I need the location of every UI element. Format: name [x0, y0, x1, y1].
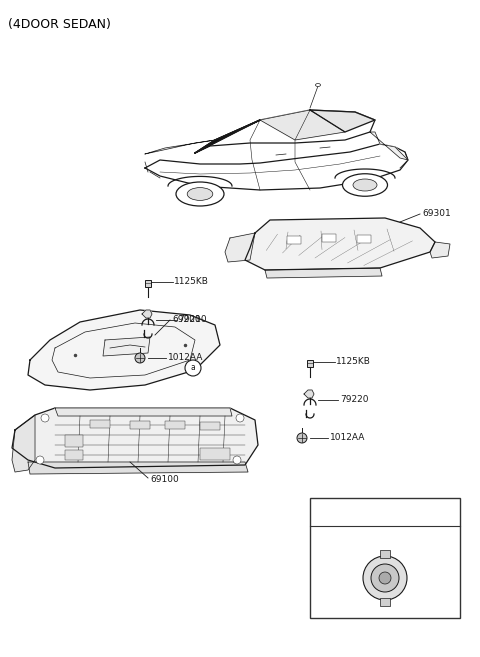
Bar — [200, 422, 220, 430]
Bar — [307, 360, 313, 367]
Polygon shape — [28, 462, 248, 474]
Polygon shape — [245, 218, 435, 270]
Circle shape — [36, 456, 44, 464]
Polygon shape — [195, 110, 375, 153]
Bar — [130, 421, 150, 429]
Circle shape — [371, 564, 399, 592]
Bar — [200, 448, 230, 460]
Polygon shape — [430, 242, 450, 258]
Bar — [310, 498, 460, 618]
Polygon shape — [12, 415, 35, 472]
Circle shape — [185, 360, 201, 376]
Text: 79220: 79220 — [340, 396, 369, 405]
Polygon shape — [260, 110, 345, 140]
Text: 86364D: 86364D — [366, 507, 404, 517]
Polygon shape — [265, 268, 382, 278]
Text: 1012AA: 1012AA — [168, 353, 204, 363]
Bar — [165, 421, 185, 429]
Bar — [287, 236, 301, 244]
Text: 69200: 69200 — [172, 315, 201, 323]
Ellipse shape — [176, 182, 224, 206]
Text: 69100: 69100 — [150, 474, 179, 484]
Bar — [145, 280, 151, 287]
Circle shape — [297, 433, 307, 443]
Ellipse shape — [343, 173, 387, 196]
Text: 69301: 69301 — [422, 208, 451, 217]
Ellipse shape — [315, 83, 321, 87]
Polygon shape — [370, 132, 408, 160]
Circle shape — [363, 556, 407, 600]
Text: 1125KB: 1125KB — [336, 357, 371, 367]
Polygon shape — [195, 120, 260, 153]
Polygon shape — [142, 310, 152, 318]
Polygon shape — [103, 337, 150, 356]
Polygon shape — [55, 408, 232, 416]
Circle shape — [236, 414, 244, 422]
Circle shape — [41, 414, 49, 422]
Ellipse shape — [353, 179, 377, 191]
Polygon shape — [28, 310, 220, 390]
Text: 79210: 79210 — [178, 315, 206, 325]
Circle shape — [233, 456, 241, 464]
Bar — [322, 234, 336, 242]
Polygon shape — [145, 140, 215, 154]
Text: a: a — [191, 363, 195, 373]
Ellipse shape — [187, 188, 213, 200]
Text: (4DOOR SEDAN): (4DOOR SEDAN) — [8, 18, 111, 31]
Polygon shape — [225, 233, 255, 262]
Polygon shape — [304, 390, 314, 398]
Bar — [380, 598, 390, 606]
Bar — [90, 420, 110, 428]
Text: 1012AA: 1012AA — [330, 434, 365, 443]
Bar — [380, 550, 390, 558]
Circle shape — [135, 353, 145, 363]
Text: 1125KB: 1125KB — [174, 277, 209, 286]
Polygon shape — [310, 110, 375, 132]
Polygon shape — [145, 144, 408, 190]
Circle shape — [379, 572, 391, 584]
Bar — [65, 435, 83, 447]
Bar — [357, 235, 371, 243]
Bar — [65, 450, 83, 460]
Polygon shape — [12, 408, 258, 468]
